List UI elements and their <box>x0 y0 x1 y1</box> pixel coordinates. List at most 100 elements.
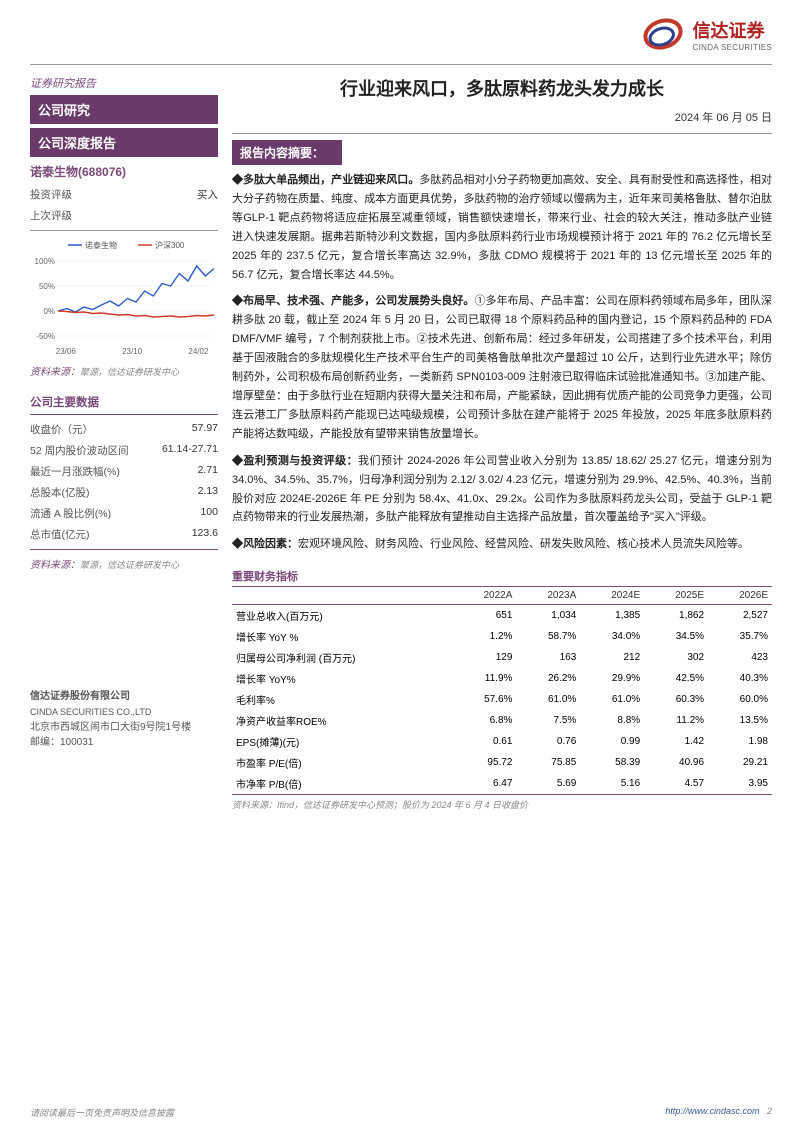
logo-swirl-icon <box>641 12 685 56</box>
table-cell: 26.2% <box>516 668 580 689</box>
table-cell: 58.39 <box>580 752 644 773</box>
table-cell: 61.0% <box>580 689 644 710</box>
footer-page-number: 2 <box>767 1106 772 1116</box>
legend-label: 诺泰生物 <box>85 240 117 250</box>
table-cell: 1,385 <box>580 605 644 627</box>
sidebar-divider <box>30 230 218 231</box>
keydata-block: 收盘价（元）57.9752 周内股价波动区间61.14-27.71最近一月涨跌幅… <box>30 419 218 545</box>
table-row: 增长率 YoY %1.2%58.7%34.0%34.5%35.7% <box>232 626 772 647</box>
footer-url[interactable]: http://www.cindasc.com <box>665 1106 759 1116</box>
brand-name-zh: 信达证券 <box>693 17 772 43</box>
table-cell: 4.57 <box>644 773 708 795</box>
footer-disclaimer: 请阅读最后一页免责声明及信息披露 <box>30 1106 174 1119</box>
keydata-key: 流通 A 股比例(%) <box>30 506 111 521</box>
para-lead: ◆盈利预测与投资评级： <box>232 455 358 467</box>
keydata-key: 总市值(亿元) <box>30 527 90 542</box>
table-header-cell <box>232 587 453 605</box>
rating-value: 买入 <box>197 187 218 202</box>
keydata-header: 公司主要数据 <box>30 386 218 414</box>
rating-key: 投资评级 <box>30 187 72 202</box>
table-cell: 2,527 <box>708 605 772 627</box>
footer-right: http://www.cindasc.com 2 <box>665 1106 772 1119</box>
table-row: 净资产收益率ROE%6.8%7.5%8.8%11.2%13.5% <box>232 710 772 731</box>
rating-key: 上次评级 <box>30 208 72 223</box>
keydata-divider-bottom <box>30 549 218 550</box>
table-cell: 61.0% <box>516 689 580 710</box>
para-body: 宏观环境风险、财务风险、行业风险、经营风险、研发失败风险、核心技术人员流失风险等… <box>298 538 749 550</box>
table-cell: 651 <box>453 605 517 627</box>
brand-text: 信达证券 CINDA SECURITIES <box>693 17 772 52</box>
table-cell: 1.2% <box>453 626 517 647</box>
table-cell: 60.3% <box>644 689 708 710</box>
chart-source: 资料来源：聚源，信达证券研发中心 <box>30 361 218 386</box>
table-cell: 6.8% <box>453 710 517 731</box>
table-row: 市净率 P/B(倍)6.475.695.164.573.95 <box>232 773 772 795</box>
chart-x-label: 23/10 <box>122 347 143 356</box>
table-row-label: 增长率 YoY% <box>232 668 453 689</box>
table-row: 毛利率%57.6%61.0%61.0%60.3%60.0% <box>232 689 772 710</box>
summary-paragraph: ◆布局早、技术强、产能多，公司发展势头良好。①多年布局、产品丰富：公司在原料药领… <box>232 292 772 443</box>
summary-paragraphs: ◆多肽大单品频出，产业链迎来风口。多肽药品相对小分子药物更加高效、安全、具有耐受… <box>232 171 772 554</box>
company-postcode: 邮编：100031 <box>30 735 218 750</box>
brand-name-en: CINDA SECURITIES <box>693 43 772 52</box>
table-cell: 3.95 <box>708 773 772 795</box>
title-divider <box>232 133 772 134</box>
table-cell: 13.5% <box>708 710 772 731</box>
financials-header: 重要财务指标 <box>232 562 772 586</box>
keydata-value: 2.71 <box>198 464 218 479</box>
table-cell: 60.0% <box>708 689 772 710</box>
keydata-row: 流通 A 股比例(%) 100 <box>30 503 218 524</box>
table-cell: 423 <box>708 647 772 668</box>
header-divider <box>30 64 772 65</box>
table-cell: 35.7% <box>708 626 772 647</box>
chart-y-label: 100% <box>35 257 55 266</box>
para-lead: ◆多肽大单品频出，产业链迎来风口。 <box>232 174 419 186</box>
sidebar: 证券研究报告 公司研究 公司深度报告 诺泰生物(688076) 投资评级买入上次… <box>30 71 218 811</box>
para-lead: ◆布局早、技术强、产能多，公司发展势头良好。 <box>232 295 474 307</box>
summary-header: 报告内容摘要： <box>232 140 342 165</box>
table-cell: 11.9% <box>453 668 517 689</box>
table-cell: 1.98 <box>708 731 772 752</box>
keydata-key: 收盘价（元） <box>30 422 93 437</box>
keydata-value: 100 <box>200 506 218 521</box>
report-date: 2024 年 06 月 05 日 <box>232 109 772 129</box>
report-type-label: 证券研究报告 <box>30 71 218 93</box>
table-cell: 34.5% <box>644 626 708 647</box>
chart-series-line <box>58 266 214 312</box>
page-footer: 请阅读最后一页免责声明及信息披露 http://www.cindasc.com … <box>30 1106 772 1119</box>
brand-logo: 信达证券 CINDA SECURITIES <box>641 12 772 56</box>
table-cell: 0.76 <box>516 731 580 752</box>
sidebar-section-company-research: 公司研究 <box>30 95 218 124</box>
table-header-cell: 2025E <box>644 587 708 605</box>
table-row: 增长率 YoY%11.9%26.2%29.9%42.5%40.3% <box>232 668 772 689</box>
table-row: 归属母公司净利润 (百万元)129163212302423 <box>232 647 772 668</box>
chart-x-label: 24/02 <box>188 347 209 356</box>
table-cell: 302 <box>644 647 708 668</box>
table-cell: 75.85 <box>516 752 580 773</box>
chart-y-label: 0% <box>43 307 55 316</box>
chart-x-label: 23/06 <box>56 347 77 356</box>
keydata-value: 123.6 <box>192 527 218 542</box>
table-cell: 8.8% <box>580 710 644 731</box>
table-cell: 129 <box>453 647 517 668</box>
table-row: 市盈率 P/E(倍)95.7275.8558.3940.9629.21 <box>232 752 772 773</box>
keydata-row: 52 周内股价波动区间61.14-27.71 <box>30 440 218 461</box>
chart-y-label: 50% <box>39 282 55 291</box>
financials-table: 2022A2023A2024E2025E2026E 营业总收入(百万元)6511… <box>232 586 772 795</box>
table-cell: 0.61 <box>453 731 517 752</box>
keydata-divider <box>30 414 218 415</box>
ticker: 诺泰生物(688076) <box>30 161 218 184</box>
summary-paragraph: ◆盈利预测与投资评级：我们预计 2024-2026 年公司营业收入分别为 13.… <box>232 452 772 528</box>
keydata-key: 52 周内股价波动区间 <box>30 443 129 458</box>
body: 证券研究报告 公司研究 公司深度报告 诺泰生物(688076) 投资评级买入上次… <box>0 71 802 851</box>
line-chart-svg: -50% 0% 50% 100% 23/06 23/10 24/02 诺泰生物 沪深300 <box>30 237 218 357</box>
table-cell: 1,034 <box>516 605 580 627</box>
chart-y-label: -50% <box>36 332 55 341</box>
keydata-source: 资料来源：聚源，信达证券研发中心 <box>30 554 218 579</box>
legend-label: 沪深300 <box>155 240 185 250</box>
table-row: 营业总收入(百万元)6511,0341,3851,8622,527 <box>232 605 772 627</box>
table-cell: 29.9% <box>580 668 644 689</box>
table-cell: 0.99 <box>580 731 644 752</box>
table-header-cell: 2026E <box>708 587 772 605</box>
summary-paragraph: ◆多肽大单品频出，产业链迎来风口。多肽药品相对小分子药物更加高效、安全、具有耐受… <box>232 171 772 284</box>
